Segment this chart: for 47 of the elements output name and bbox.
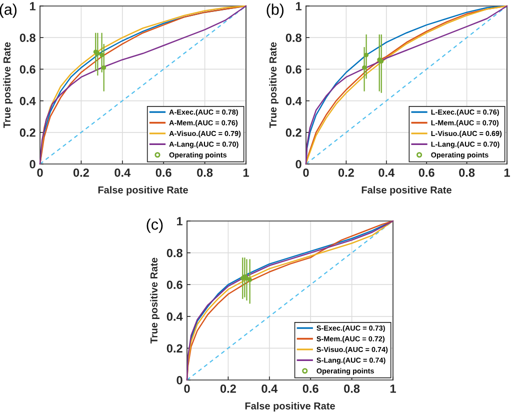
x-tick-label: 0.6	[156, 168, 172, 177]
y-tick-label: 0.2	[166, 344, 182, 353]
x-tick-label: 0.6	[418, 168, 434, 177]
y-axis-title: True positive Rate	[3, 42, 12, 128]
x-tick-label: 0.4	[114, 168, 131, 177]
y-axis-title: True positive Rate	[150, 258, 160, 344]
y-tick-label: 1	[177, 217, 183, 226]
y-tick-label: 0.4	[166, 312, 183, 321]
y-axis-title: True positive Rate	[269, 42, 278, 128]
y-tick-label: 0.4	[20, 96, 36, 106]
chart-title: (a)	[0, 4, 17, 18]
x-tick-label: 0.2	[338, 168, 354, 177]
point	[364, 52, 369, 58]
y-tick-label: 1	[30, 2, 36, 10]
y-tick-label: 0.8	[286, 34, 302, 42]
x-axis-title: False positive Rate	[245, 402, 335, 412]
chart-title: (b)	[266, 4, 284, 18]
x-axis-title: False positive Rate	[362, 186, 452, 196]
x-tick-label: 0.8	[459, 168, 475, 177]
y-tick-label: 0.6	[20, 65, 36, 74]
x-tick-label: 0.4	[262, 384, 278, 393]
x-tick-label: 0.2	[73, 168, 89, 177]
x-tick-label: 1	[390, 384, 396, 393]
x-tick-label: 0.8	[197, 168, 213, 177]
y-tick-label: 0	[296, 160, 302, 168]
point	[102, 65, 106, 70]
y-tick-label: 0.2	[286, 128, 302, 137]
x-tick-label: 0.6	[302, 384, 318, 393]
x-tick-label: 0	[184, 384, 190, 393]
x-tick-label: 0	[303, 168, 309, 177]
chart-title: (c)	[146, 218, 163, 233]
y-tick-label: 0.2	[20, 128, 36, 137]
x-tick-label: 0	[37, 168, 43, 177]
x-tick-label: 0.4	[378, 168, 395, 177]
y-tick-label: 0	[176, 376, 182, 384]
x-tick-label: 1	[243, 168, 249, 177]
x-tick-label: 0.2	[220, 384, 236, 393]
x-tick-label: 1	[504, 168, 510, 177]
y-tick-label: 0	[30, 160, 36, 168]
y-tick-label: 0.4	[286, 96, 302, 106]
y-tick-label: 0.8	[20, 34, 36, 42]
y-tick-label: 1	[296, 2, 302, 10]
y-tick-label: 0.8	[166, 248, 182, 258]
x-tick-label: 0.8	[344, 384, 360, 393]
y-tick-label: 0.6	[286, 65, 302, 74]
x-axis-title: False positive Rate	[98, 186, 188, 196]
y-tick-label: 0.6	[166, 280, 182, 289]
